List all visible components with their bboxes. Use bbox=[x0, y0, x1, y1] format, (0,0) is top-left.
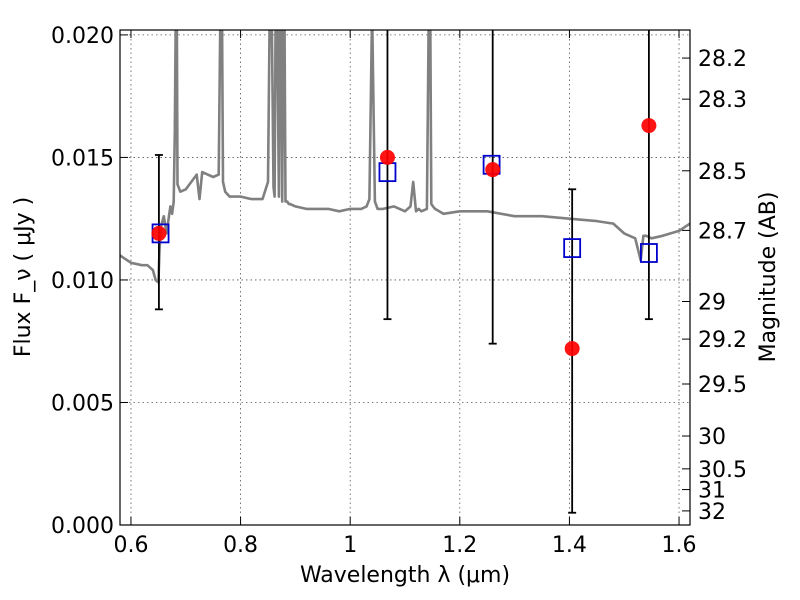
x-tick-label: 1.2 bbox=[442, 533, 477, 558]
y2-tick-label: 28.3 bbox=[698, 88, 747, 113]
spectrum-line bbox=[120, 30, 690, 284]
y-axis-label: Flux F_ν ( μJy ) bbox=[11, 197, 36, 357]
y2-tick-label: 30 bbox=[698, 425, 726, 450]
x-tick-label: 0.6 bbox=[113, 533, 148, 558]
x-tick-label: 0.8 bbox=[223, 533, 258, 558]
observed-flux-marker bbox=[564, 341, 580, 357]
y2-axis-label: Magnitude (AB) bbox=[756, 192, 781, 363]
grid-lines bbox=[120, 30, 690, 526]
y-tick-label: 0.010 bbox=[51, 269, 114, 294]
y2-tick-label: 32 bbox=[698, 500, 726, 525]
x-tick-label: 1.4 bbox=[552, 533, 587, 558]
y2-tick-label: 28.7 bbox=[698, 219, 747, 244]
axis-ticks: 0.6 0.8 1 1.2 1.4 1.6 0.000 0.005 0.010 0.015 0.02… bbox=[51, 24, 747, 558]
plot-frame bbox=[119, 29, 691, 526]
y2-tick-label: 31 bbox=[698, 479, 726, 504]
y2-tick-label: 30.5 bbox=[698, 458, 747, 483]
observed-flux-marker bbox=[379, 149, 395, 165]
y2-tick-label: 29.5 bbox=[698, 373, 747, 398]
x-tick-label: 1.6 bbox=[662, 533, 697, 558]
y2-tick-label: 29.2 bbox=[698, 328, 747, 353]
y-tick-label: 0.000 bbox=[51, 514, 114, 539]
model-square-marker bbox=[563, 238, 582, 258]
model-square-marker bbox=[639, 243, 658, 263]
y-tick-label: 0.020 bbox=[51, 24, 114, 49]
y-tick-label: 0.015 bbox=[51, 146, 114, 171]
observed-flux-marker bbox=[641, 118, 657, 134]
observed-flux-marker bbox=[151, 225, 167, 241]
x-axis-label: Wavelength λ (μm) bbox=[300, 563, 510, 588]
y2-tick-label: 28.2 bbox=[698, 47, 747, 72]
observed-flux-marker bbox=[485, 162, 501, 178]
y2-tick-label: 29 bbox=[698, 291, 726, 316]
x-tick-label: 1 bbox=[343, 533, 357, 558]
y2-tick-label: 28.5 bbox=[698, 160, 747, 185]
y-tick-label: 0.005 bbox=[51, 391, 114, 416]
plot-data bbox=[120, 30, 690, 514]
